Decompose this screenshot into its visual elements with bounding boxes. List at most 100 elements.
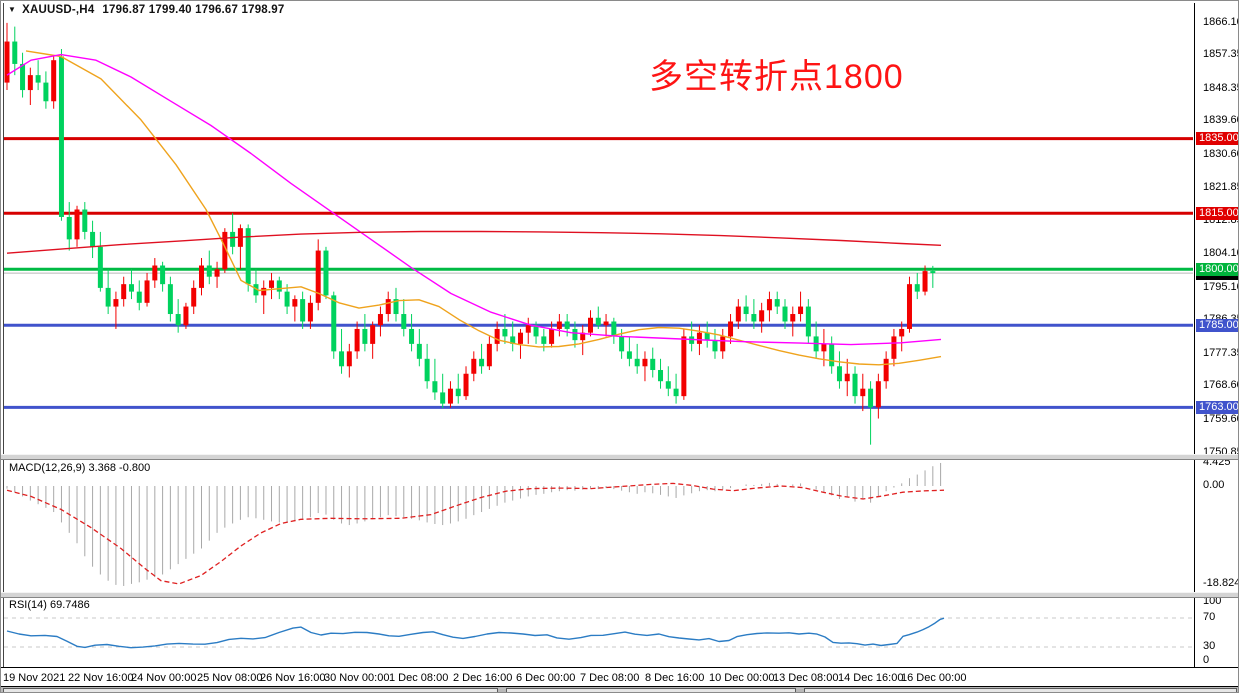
candle-body: [665, 381, 671, 389]
candle-body: [728, 321, 734, 337]
candle-body: [626, 351, 632, 359]
time-label: 8 Dec 16:00: [645, 672, 705, 684]
panel-splitter-rsi[interactable]: [1, 592, 1238, 598]
candle-body: [704, 332, 710, 341]
candle-body: [284, 291, 290, 307]
candle-body: [502, 328, 508, 337]
candle-body: [541, 336, 547, 344]
candle-body: [486, 343, 492, 367]
candle-body: [634, 358, 640, 367]
candle-body: [525, 325, 531, 333]
price-axis-border: [1194, 3, 1195, 668]
candle-body: [377, 314, 383, 326]
candle-body: [121, 284, 127, 300]
rsi-axis-label: 100: [1203, 595, 1222, 607]
candle-body: [588, 317, 593, 333]
candle-body: [471, 358, 477, 374]
ma-orange: [25, 50, 942, 366]
candle-body: [463, 373, 469, 397]
plot-left-border: [3, 3, 4, 668]
price-tick-label: 1821.85: [1203, 180, 1239, 193]
candle-body: [66, 216, 72, 240]
panel-splitter-macd[interactable]: [1, 454, 1238, 460]
candle-body: [906, 284, 912, 329]
candle-body: [4, 41, 10, 83]
candle-body: [759, 310, 765, 322]
candle-body: [658, 370, 664, 382]
candle-body: [455, 388, 461, 397]
candle-body: [595, 317, 601, 326]
candle-body: [97, 246, 103, 288]
taskbar-button[interactable]: [506, 688, 796, 692]
price-tick-label: 1866.10: [1203, 15, 1239, 28]
time-label: 1 Dec 08:00: [389, 672, 449, 684]
candle-body: [152, 265, 158, 281]
price-badge: 1800.00: [1196, 262, 1238, 276]
candle-body: [829, 343, 835, 367]
candle-body: [494, 328, 500, 344]
candle-body: [424, 358, 430, 382]
taskbar-button[interactable]: [804, 688, 1237, 692]
candle-body: [642, 358, 648, 367]
candle-body: [128, 284, 134, 292]
time-label: 2 Dec 16:00: [453, 672, 513, 684]
time-label: 10 Dec 00:00: [709, 672, 775, 684]
price-tick-label: 1759.60: [1203, 413, 1239, 426]
candle-body: [766, 299, 772, 311]
time-label: 19 Nov 2021: [3, 672, 66, 684]
macd-indicator-label: MACD(12,26,9) 3.368 -0.800: [9, 462, 151, 474]
candle-body: [175, 314, 181, 326]
candle-body: [90, 231, 96, 247]
price-axis[interactable]: 1866.10 1857.35 1848.35 1839.60 1830.60 1821.…: [1195, 1, 1239, 668]
taskbar-strip: [1, 686, 1238, 692]
time-label: 13 Dec 08:00: [773, 672, 839, 684]
candle-body: [58, 56, 64, 217]
candle-body: [401, 314, 407, 329]
price-tick-label: 1839.60: [1203, 114, 1239, 127]
candle-body: [440, 392, 446, 404]
candle-body: [191, 287, 197, 307]
candle-body: [261, 287, 267, 296]
candle-body: [720, 336, 726, 352]
time-axis[interactable]: 19 Nov 2021 22 Nov 16:00 24 Nov 00:00 25 No…: [1, 668, 1238, 686]
time-label: 16 Dec 00:00: [901, 672, 967, 684]
candle-body: [774, 299, 780, 307]
macd-signal-line: [6, 482, 945, 585]
candle-body: [751, 314, 757, 322]
price-tick-label: 1830.60: [1203, 148, 1239, 160]
candle-body: [603, 321, 609, 326]
rsi-axis-label: 0: [1203, 654, 1210, 666]
candle-body: [510, 336, 516, 344]
candle-body: [479, 358, 485, 367]
candle-body: [20, 63, 26, 91]
time-label: 6 Dec 00:00: [516, 672, 576, 684]
candle-body: [362, 328, 368, 344]
candle-body: [852, 373, 858, 397]
candle-body: [276, 280, 282, 292]
candle-body: [51, 60, 57, 102]
candle-body: [549, 328, 555, 344]
candle-body: [183, 306, 189, 326]
candle-body: [230, 231, 236, 247]
candle-body: [222, 231, 228, 270]
candle-body: [868, 388, 874, 408]
candle-body: [821, 343, 827, 352]
price-badge: 1835.00: [1196, 132, 1238, 146]
time-label: 14 Dec 16:00: [838, 672, 904, 684]
taskbar-button[interactable]: [3, 688, 498, 692]
candle-body: [564, 321, 570, 329]
candle-body: [899, 328, 905, 337]
chart-ohlc-values: 1796.87 1799.40 1796.67 1798.97: [102, 4, 285, 16]
time-label: 30 Nov 00:00: [324, 672, 390, 684]
price-tick-label: 1857.35: [1203, 48, 1239, 61]
candle-body: [611, 321, 617, 337]
candle-body: [572, 328, 578, 341]
candle-body: [144, 280, 150, 303]
time-label: 22 Nov 16:00: [68, 672, 134, 684]
candle-body: [922, 271, 928, 292]
candle-body: [253, 284, 259, 296]
time-label: 25 Nov 08:00: [197, 672, 263, 684]
candle-body: [875, 381, 881, 408]
price-tick-label: 1804.10: [1203, 246, 1239, 259]
